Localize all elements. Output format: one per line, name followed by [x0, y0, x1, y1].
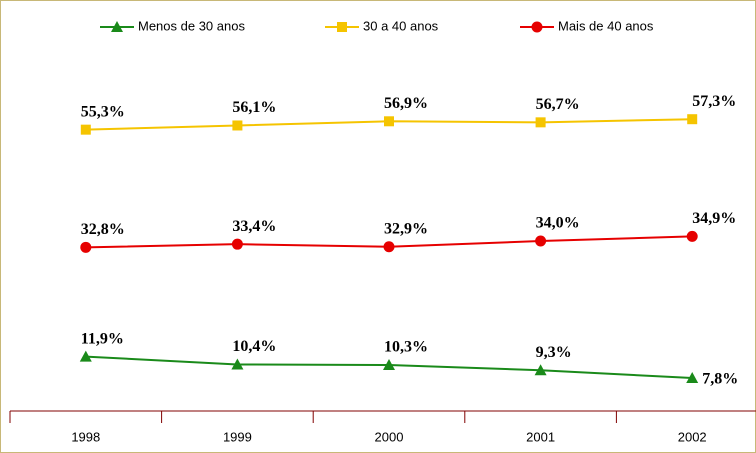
data-label: 56,9%	[384, 95, 428, 112]
marker	[80, 241, 92, 253]
data-label: 7,8%	[702, 371, 738, 388]
legend-label: Mais de 40 anos	[558, 18, 654, 33]
legend-marker	[337, 22, 347, 32]
legend-label: 30 a 40 anos	[363, 18, 439, 33]
data-label: 10,3%	[384, 339, 428, 356]
marker	[535, 117, 546, 128]
marker	[383, 358, 395, 370]
data-label: 34,0%	[536, 215, 580, 232]
marker	[80, 124, 91, 135]
marker	[79, 350, 92, 362]
x-tick-label: 2001	[526, 429, 555, 444]
data-label: 11,9%	[81, 330, 124, 347]
data-label: 34,9%	[692, 210, 736, 227]
data-label: 9,3%	[536, 344, 572, 361]
marker	[686, 372, 699, 384]
x-tick-label: 2000	[375, 429, 404, 444]
legend-marker	[111, 21, 123, 32]
x-tick-label: 2002	[678, 429, 707, 444]
legend-label: Menos de 30 anos	[138, 18, 245, 33]
data-label: 57,3%	[692, 93, 736, 110]
marker	[384, 116, 394, 127]
data-label: 10,4%	[232, 338, 276, 355]
data-label: 56,7%	[536, 96, 580, 113]
data-label: 56,1%	[232, 99, 276, 116]
marker	[686, 230, 698, 242]
marker	[535, 235, 547, 247]
marker	[383, 241, 395, 253]
data-label: 32,8%	[81, 221, 125, 238]
marker	[232, 120, 243, 131]
marker	[231, 238, 243, 250]
x-tick-label: 1999	[223, 429, 252, 444]
marker	[231, 358, 244, 370]
legend-marker	[531, 21, 543, 33]
x-tick-label: 1998	[71, 429, 100, 444]
marker	[534, 364, 547, 376]
data-label: 55,3%	[81, 103, 125, 120]
data-label: 33,4%	[232, 218, 276, 235]
data-label: 32,9%	[384, 220, 428, 237]
marker	[687, 114, 698, 125]
